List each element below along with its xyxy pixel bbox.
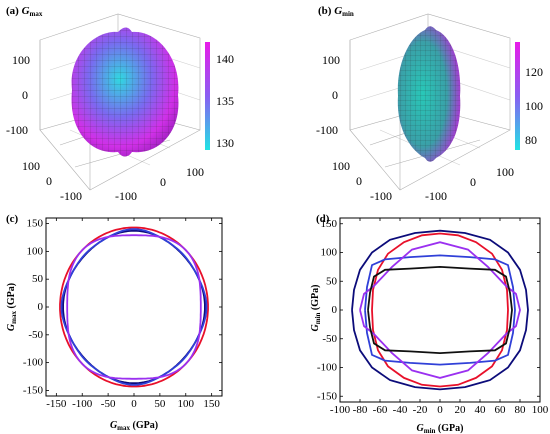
panel-d-ticks: -100 -80 -60 -40 -20 0 20 40 60 80 100-150-100-500… — [317, 218, 549, 416]
y-tick: 100 — [186, 165, 204, 179]
y-tick-label: 100 — [27, 245, 44, 257]
x-tick-label: 40 — [475, 404, 487, 416]
panel-d-frame — [339, 217, 541, 403]
panel-d: (d) -100 -80 -60 -40 -20 0 20 40 60 80 100-150-100… — [310, 213, 549, 434]
y-tick-label: 50 — [326, 275, 338, 287]
panel-d-xlabel: Gmin (GPa) — [417, 423, 464, 434]
z-tick: 0 — [332, 88, 338, 102]
z-tick: 0 — [22, 88, 28, 102]
panel-c-frame — [45, 217, 223, 397]
x-tick-label: -100 — [72, 398, 93, 410]
x-tick: -100 — [60, 189, 82, 203]
panel-a-y-ticks: -100 0 100 — [115, 165, 204, 203]
x-tick-label: 0 — [437, 404, 443, 416]
y-tick-label: 0 — [38, 301, 44, 313]
series-line — [359, 241, 521, 379]
x-tick-label: 60 — [495, 404, 507, 416]
colorbar-tick: 135 — [216, 94, 234, 108]
panel-b-z-ticks: 100 0 -100 — [316, 53, 340, 137]
panel-b-x-ticks: 100 0 -100 — [332, 159, 392, 203]
x-tick-label: 20 — [455, 404, 467, 416]
series-line — [351, 229, 529, 391]
y-tick-label: -50 — [322, 333, 337, 345]
panel-d-title: (d) — [316, 213, 330, 225]
panel-c-xlabel: Gmax (GPa) — [110, 420, 158, 432]
panel-b-surface — [397, 26, 461, 162]
x-tick-label: 80 — [515, 404, 527, 416]
panel-b: (b) Gmin 100 0 -100 100 0 -100 — [316, 5, 543, 203]
panel-c-title: (c) — [6, 213, 19, 225]
colorbar-tick: 140 — [216, 52, 234, 66]
x-tick: -100 — [370, 189, 392, 203]
x-tick-label: 100 — [178, 398, 195, 410]
series-line — [59, 226, 209, 388]
x-tick-label: 50 — [154, 398, 166, 410]
panel-a: (a) Gmax 100 0 -100 100 0 — [6, 5, 234, 203]
colorbar-tick: 120 — [525, 65, 543, 79]
z-tick: 100 — [322, 53, 340, 67]
x-tick: 100 — [332, 159, 350, 173]
y-tick: 0 — [470, 175, 476, 189]
z-tick: 100 — [12, 53, 30, 67]
panel-c: (c) -150 -100 -50 0 50 100 150 -150 -100 -50 0 50 10… — [6, 213, 223, 432]
y-tick: 0 — [160, 175, 166, 189]
y-tick-label: 0 — [332, 304, 338, 316]
y-tick-label: -150 — [23, 384, 44, 396]
y-tick-label: -100 — [23, 357, 44, 369]
y-tick-label: 50 — [32, 273, 44, 285]
panel-b-title: (b) Gmin — [318, 5, 354, 18]
y-tick-label: 150 — [321, 218, 338, 230]
y-tick-label: 150 — [27, 218, 44, 230]
panel-c-ylabel: Gmax (GPa) — [6, 283, 18, 331]
x-tick-label: -80 — [353, 404, 368, 416]
y-tick: -100 — [425, 189, 447, 203]
x-tick-label: -60 — [373, 404, 388, 416]
panel-a-x-ticks: 100 0 -100 — [22, 159, 82, 203]
x-tick-label: -50 — [101, 398, 116, 410]
y-tick-label: -100 — [317, 362, 338, 374]
y-tick-label: -50 — [28, 329, 43, 341]
z-tick: -100 — [6, 123, 28, 137]
panel-a-surface — [71, 27, 179, 157]
series-line — [371, 232, 509, 388]
series-line — [367, 265, 513, 355]
z-tick: -100 — [316, 123, 338, 137]
panel-d-ylabel: Gmin (GPa) — [310, 285, 322, 332]
panel-d-plot — [351, 229, 529, 391]
colorbar-tick: 80 — [525, 133, 537, 147]
x-tick-label: 100 — [532, 404, 549, 416]
panel-a-colorbar: 140 135 130 — [205, 42, 234, 150]
panel-c-ticks: -150 -100 -50 0 50 100 150 -150 -100 -50 0 50 100 150 — [23, 218, 222, 410]
panel-a-z-ticks: 100 0 -100 — [6, 53, 30, 137]
panel-b-y-ticks: -100 0 100 — [425, 165, 514, 203]
x-tick: 0 — [46, 174, 52, 188]
x-tick-label: -20 — [413, 404, 428, 416]
x-tick-label: 150 — [203, 398, 220, 410]
panel-a-title: (a) Gmax — [6, 5, 43, 18]
y-tick: -100 — [115, 189, 137, 203]
y-tick: 100 — [496, 165, 514, 179]
x-tick: 100 — [22, 159, 40, 173]
series-line — [60, 228, 208, 386]
x-tick-label: -40 — [393, 404, 408, 416]
colorbar-tick: 100 — [525, 99, 543, 113]
series-line — [66, 234, 202, 380]
x-tick-label: -150 — [46, 398, 67, 410]
y-tick-label: 100 — [321, 247, 338, 259]
panel-c-plot — [59, 226, 209, 388]
series-line — [364, 254, 516, 366]
y-tick-label: -150 — [317, 390, 338, 402]
x-tick-label: 0 — [131, 398, 137, 410]
colorbar-tick: 130 — [216, 136, 234, 150]
x-tick-label: -100 — [330, 404, 351, 416]
x-tick: 0 — [356, 174, 362, 188]
panel-b-colorbar: 120 100 80 — [515, 42, 543, 150]
